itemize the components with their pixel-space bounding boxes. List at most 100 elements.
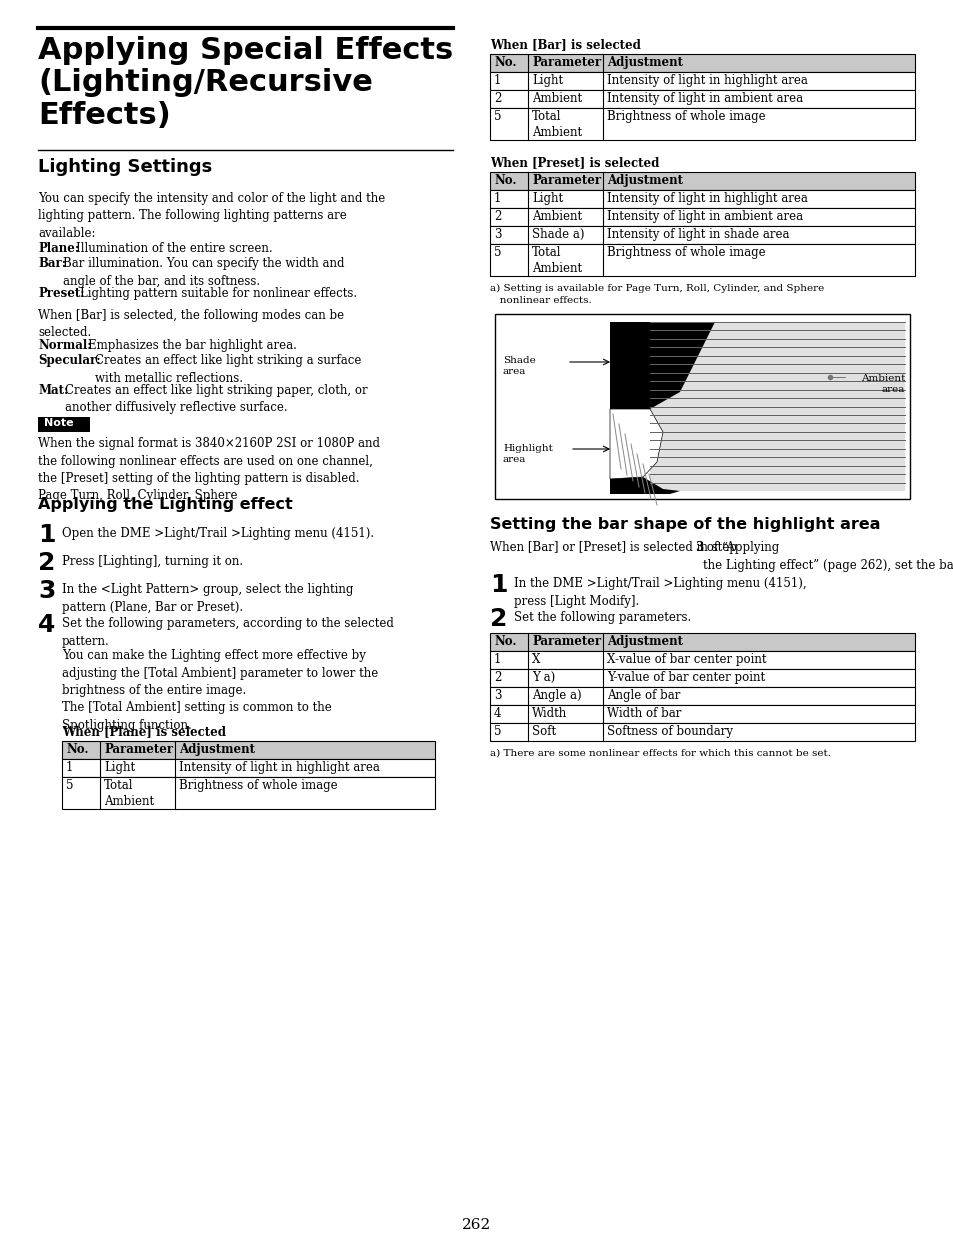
Text: 4: 4 [38,613,55,637]
Text: Width of bar: Width of bar [606,707,680,720]
Text: Set the following parameters, according to the selected
pattern.: Set the following parameters, according … [62,617,394,647]
Bar [495,313,909,499]
Text: Preset:: Preset: [38,287,85,300]
Text: Adjustment: Adjustment [606,634,682,648]
Bar [490,172,914,190]
Bar [490,633,914,651]
Text: Light: Light [104,761,135,774]
Bar [490,190,914,208]
Text: 3: 3 [494,228,501,241]
Text: Parameter: Parameter [532,174,600,187]
Text: Lighting Settings: Lighting Settings [38,158,212,175]
Polygon shape [609,476,679,494]
Text: When [Bar] is selected, the following modes can be
selected.: When [Bar] is selected, the following mo… [38,309,344,340]
Text: No.: No. [66,743,89,756]
Text: You can make the Lighting effect more effective by
adjusting the [Total Ambient]: You can make the Lighting effect more ef… [62,649,377,731]
Text: Brightness of whole image: Brightness of whole image [606,109,765,123]
Polygon shape [609,409,662,479]
Bar [38,417,90,432]
Text: X: X [532,653,539,666]
Bar [62,778,435,809]
Text: 1: 1 [66,761,73,774]
Bar [490,651,914,669]
Text: When [Plane] is selected: When [Plane] is selected [62,725,226,738]
Text: 2: 2 [490,607,507,631]
Text: Light: Light [532,73,562,87]
Text: 5: 5 [494,246,501,259]
Text: Intensity of light in highlight area: Intensity of light in highlight area [606,73,807,87]
Text: Specular:: Specular: [38,355,100,367]
Text: Creates an effect like light striking paper, cloth, or
another diffusively refle: Creates an effect like light striking pa… [65,384,367,414]
Text: Mat:: Mat: [38,384,69,397]
Text: In the DME >Light/Trail >Lighting menu (4151),
press [Light Modify].: In the DME >Light/Trail >Lighting menu (… [514,577,806,607]
Text: X-value of bar center point: X-value of bar center point [606,653,765,666]
Text: Illumination of the entire screen.: Illumination of the entire screen. [76,243,273,255]
Text: Intensity of light in shade area: Intensity of light in shade area [606,228,789,241]
Text: Bar illumination. You can specify the width and
angle of the bar, and its softne: Bar illumination. You can specify the wi… [63,258,344,287]
Text: Soft: Soft [532,725,556,738]
Text: 2: 2 [494,671,501,684]
Text: Adjustment: Adjustment [606,174,682,187]
Text: Total
Ambient: Total Ambient [532,109,581,139]
Text: Parameter: Parameter [104,743,172,756]
Text: 5: 5 [494,725,501,738]
Text: 1: 1 [494,73,501,87]
Bar [490,705,914,723]
Bar [62,741,435,759]
Text: 2: 2 [38,551,55,575]
Bar [490,108,914,141]
Bar [490,72,914,90]
Text: a) There are some nonlinear effects for which this cannot be set.: a) There are some nonlinear effects for … [490,749,830,758]
Text: Shade a): Shade a) [532,228,584,241]
Bar [490,723,914,741]
Text: Applying the Lighting effect: Applying the Lighting effect [38,498,293,513]
Text: 262: 262 [462,1218,491,1232]
Bar [649,322,904,491]
Text: Applying Special Effects
(Lighting/Recursive
Effects): Applying Special Effects (Lighting/Recur… [38,36,453,129]
Text: Intensity of light in ambient area: Intensity of light in ambient area [606,92,802,104]
Text: No.: No. [494,634,516,648]
Text: Ambient: Ambient [532,92,581,104]
Text: Open the DME >Light/Trail >Lighting menu (4151).: Open the DME >Light/Trail >Lighting menu… [62,527,374,540]
Bar [490,244,914,276]
Text: 1: 1 [490,573,507,597]
Text: Plane:: Plane: [38,243,79,255]
Text: Set the following parameters.: Set the following parameters. [514,611,691,624]
Text: Total
Ambient: Total Ambient [104,779,154,809]
Text: Light: Light [532,192,562,205]
Text: Softness of boundary: Softness of boundary [606,725,732,738]
Text: Angle of bar: Angle of bar [606,689,679,702]
Text: Emphasizes the bar highlight area.: Emphasizes the bar highlight area. [88,340,296,352]
Polygon shape [609,322,714,409]
Text: Bar:: Bar: [38,258,66,270]
Text: Ambient
area: Ambient area [860,374,904,394]
Text: 3: 3 [695,541,703,554]
Text: Width: Width [532,707,567,720]
Text: When [Bar] is selected: When [Bar] is selected [490,39,640,51]
Text: 1: 1 [38,522,55,547]
Text: Adjustment: Adjustment [179,743,254,756]
Text: 2: 2 [494,92,501,104]
Text: 4: 4 [494,707,501,720]
Text: Intensity of light in highlight area: Intensity of light in highlight area [606,192,807,205]
Text: Total
Ambient: Total Ambient [532,246,581,275]
Text: 3: 3 [494,689,501,702]
Text: a) Setting is available for Page Turn, Roll, Cylinder, and Sphere
   nonlinear e: a) Setting is available for Page Turn, R… [490,284,823,305]
Text: Intensity of light in ambient area: Intensity of light in ambient area [606,210,802,223]
Text: Adjustment: Adjustment [606,56,682,68]
Text: 1: 1 [494,653,501,666]
Text: No.: No. [494,56,516,68]
Bar [490,208,914,226]
Text: 5: 5 [494,109,501,123]
Bar [490,669,914,687]
Text: Setting the bar shape of the highlight area: Setting the bar shape of the highlight a… [490,518,880,532]
Text: of “Applying
the Lighting effect” (page 262), set the bar shape.: of “Applying the Lighting effect” (page … [701,541,953,571]
Text: Y-value of bar center point: Y-value of bar center point [606,671,764,684]
Text: Shade
area: Shade area [502,356,536,376]
Text: 1: 1 [494,192,501,205]
Text: Highlight
area: Highlight area [502,444,553,464]
Text: Lighting pattern suitable for nonlinear effects.: Lighting pattern suitable for nonlinear … [80,287,356,300]
Text: Normal:: Normal: [38,340,91,352]
Text: Brightness of whole image: Brightness of whole image [179,779,337,792]
Text: Creates an effect like light striking a surface
with metallic reflections.: Creates an effect like light striking a … [95,355,361,384]
